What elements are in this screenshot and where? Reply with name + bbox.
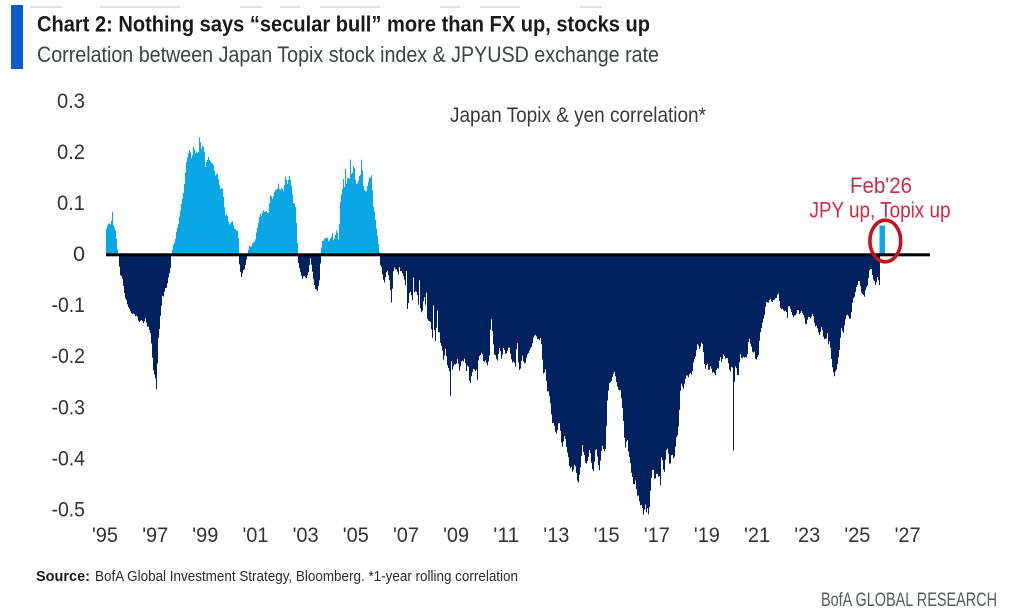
svg-text:0.3: 0.3 [57,89,85,113]
svg-text:Chart 2: Nothing says “secular: Chart 2: Nothing says “secular bull” mor… [37,12,650,37]
svg-text:'05: '05 [343,524,369,547]
svg-text:BofA GLOBAL RESEARCH: BofA GLOBAL RESEARCH [821,590,997,611]
svg-text:'99: '99 [192,524,218,547]
svg-text:0.1: 0.1 [57,191,85,215]
svg-text:'97: '97 [142,524,168,547]
svg-text:'01: '01 [243,524,269,547]
svg-text:'03: '03 [293,524,319,547]
svg-text:JPY up, Topix up: JPY up, Topix up [810,198,951,223]
svg-text:'21: '21 [744,524,770,547]
svg-text:-0.2: -0.2 [52,344,86,368]
svg-text:Feb'26: Feb'26 [850,173,912,198]
svg-text:'11: '11 [493,524,519,547]
svg-text:'19: '19 [694,524,720,547]
svg-text:'15: '15 [594,524,620,547]
svg-text:'25: '25 [844,524,870,547]
svg-text:Source:: Source: [36,568,90,585]
svg-text:-0.5: -0.5 [52,497,86,521]
svg-text:0.2: 0.2 [57,140,85,164]
svg-text:Japan Topix & yen correlation*: Japan Topix & yen correlation* [450,103,707,127]
svg-text:Correlation between Japan Topi: Correlation between Japan Topix stock in… [37,42,659,67]
svg-text:'07: '07 [393,524,419,547]
svg-text:'09: '09 [443,524,469,547]
svg-text:-0.1: -0.1 [52,293,86,317]
svg-text:'13: '13 [543,524,569,547]
svg-text:'95: '95 [92,524,118,547]
svg-text:'27: '27 [895,524,921,547]
svg-text:-0.4: -0.4 [52,446,86,470]
svg-text:-0.3: -0.3 [52,395,86,419]
svg-text:0: 0 [73,242,85,266]
svg-text:BofA Global Investment Strateg: BofA Global Investment Strategy, Bloombe… [95,568,518,585]
svg-text:'17: '17 [644,524,670,547]
svg-text:'23: '23 [794,524,820,547]
